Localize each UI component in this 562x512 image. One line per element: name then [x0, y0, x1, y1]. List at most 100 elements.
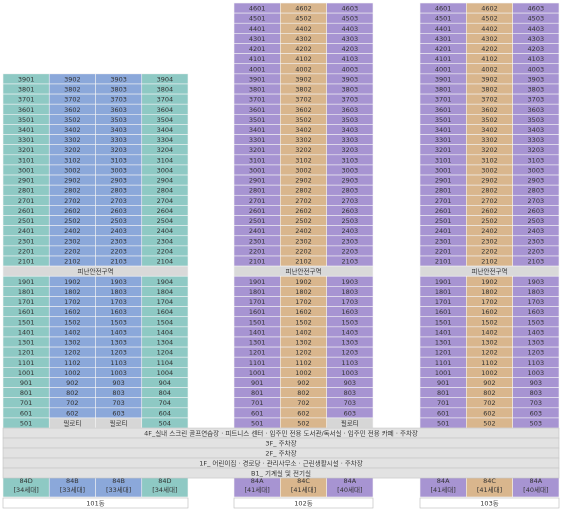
unit-label: 802	[297, 389, 309, 397]
unit-label: 3802	[481, 86, 498, 94]
unit-label: 4601	[435, 5, 452, 13]
unit-label: 1102	[295, 359, 312, 367]
unit-label: 2501	[18, 217, 35, 225]
unit-type: 84A	[529, 477, 542, 485]
unit-label: 2401	[249, 227, 266, 235]
unit-label: 1503	[342, 318, 359, 326]
unit-label: 1403	[342, 328, 359, 336]
unit-label: 3903	[528, 75, 545, 83]
unit-label: 603	[112, 409, 124, 417]
unit-label: 1501	[18, 318, 35, 326]
podium-label: B1_ 기계실 및 전기실	[251, 469, 311, 478]
unit-label: 1601	[249, 308, 266, 316]
unit-label: 702	[66, 399, 78, 407]
unit-label: 1203	[110, 349, 127, 357]
unit-label: 3801	[249, 86, 266, 94]
unit-label: 1104	[157, 359, 174, 367]
unit-label: 901	[251, 379, 263, 387]
unit-label: 2103	[110, 258, 127, 266]
unit-label: 4602	[481, 5, 498, 13]
unit-label: 1103	[528, 359, 545, 367]
unit-label: 3104	[157, 156, 174, 164]
unit-label: 3001	[18, 166, 35, 174]
unit-label: 3301	[435, 136, 452, 144]
unit-label: 1202	[295, 349, 312, 357]
unit-label: 4603	[528, 5, 545, 13]
unit-label: 3904	[157, 75, 174, 83]
unit-label: 701	[251, 399, 263, 407]
unit-label: 1204	[157, 349, 174, 357]
unit-label: 4401	[249, 25, 266, 33]
podium-floor	[2, 467, 560, 479]
unit-label: 3502	[295, 116, 312, 124]
unit-label: 3403	[342, 126, 359, 134]
unit-label: 3203	[342, 146, 359, 154]
unit-label: 1903	[528, 278, 545, 286]
unit-label: 2803	[528, 187, 545, 195]
unit-label: 2302	[481, 237, 498, 245]
unit-label: 1801	[18, 288, 35, 296]
unit-label: 4603	[342, 5, 359, 13]
unit-label: 4601	[249, 5, 266, 13]
unit-label: 803	[530, 389, 542, 397]
unit-label: 2102	[295, 258, 312, 266]
unit-label: 3404	[157, 126, 174, 134]
unit-label: 2103	[342, 258, 359, 266]
unit-label: 1603	[528, 308, 545, 316]
unit-label: 1001	[435, 369, 452, 377]
unit-label: 4003	[528, 65, 545, 73]
unit-label: 3903	[342, 75, 359, 83]
unit-label: 701	[20, 399, 32, 407]
unit-label: 2802	[64, 187, 81, 195]
unit-label: 2403	[342, 227, 359, 235]
unit-label: 2503	[110, 217, 127, 225]
unit-label: 801	[20, 389, 32, 397]
unit-label: 2503	[342, 217, 359, 225]
unit-label: 1303	[528, 339, 545, 347]
unit-label: 1802	[64, 288, 81, 296]
unit-label: 3203	[110, 146, 127, 154]
unit-label: 3103	[528, 156, 545, 164]
unit-label: 3902	[64, 75, 81, 83]
unit-label: 2902	[295, 177, 312, 185]
unit-label: 1003	[110, 369, 127, 377]
unit-label: 4102	[481, 55, 498, 63]
refuge-label: 피난안전구역	[78, 267, 114, 276]
podium-label: 2F_ 주차장	[265, 449, 296, 458]
unit-label: 2903	[528, 177, 545, 185]
unit-label: 1303	[110, 339, 127, 347]
unit-label: 801	[251, 389, 263, 397]
unit-label: 2303	[110, 237, 127, 245]
unit-label: 2301	[249, 237, 266, 245]
unit-count: [41세대]	[477, 485, 502, 494]
unit-label: 2503	[528, 217, 545, 225]
unit-label: 3402	[64, 126, 81, 134]
unit-label: 3401	[249, 126, 266, 134]
unit-label: 3703	[110, 96, 127, 104]
unit-label: 1201	[18, 349, 35, 357]
unit-label: 1703	[528, 298, 545, 306]
tower-name-box	[419, 497, 560, 509]
unit-label: 4102	[295, 55, 312, 63]
podium-label: 3F_ 주차장	[265, 439, 296, 448]
unit-label: 1401	[18, 328, 35, 336]
unit-label: 2401	[435, 227, 452, 235]
unit-label: 3501	[435, 116, 452, 124]
unit-label: 3101	[18, 156, 35, 164]
unit-type: 84A	[343, 477, 356, 485]
unit-label: 3704	[157, 96, 174, 104]
unit-label: 3702	[481, 96, 498, 104]
unit-label: 3302	[481, 136, 498, 144]
unit-label: 1602	[481, 308, 498, 316]
unit-label: 2603	[110, 207, 127, 215]
unit-label: 2804	[157, 187, 174, 195]
unit-type: 84A	[251, 477, 264, 485]
unit-label: 4001	[435, 65, 452, 73]
unit-label: 2701	[435, 197, 452, 205]
unit-label: 3304	[157, 136, 174, 144]
unit-label: 3003	[342, 166, 359, 174]
unit-label: 3803	[528, 86, 545, 94]
unit-label: 1103	[342, 359, 359, 367]
unit-label: 4203	[528, 45, 545, 53]
unit-label: 1801	[249, 288, 266, 296]
